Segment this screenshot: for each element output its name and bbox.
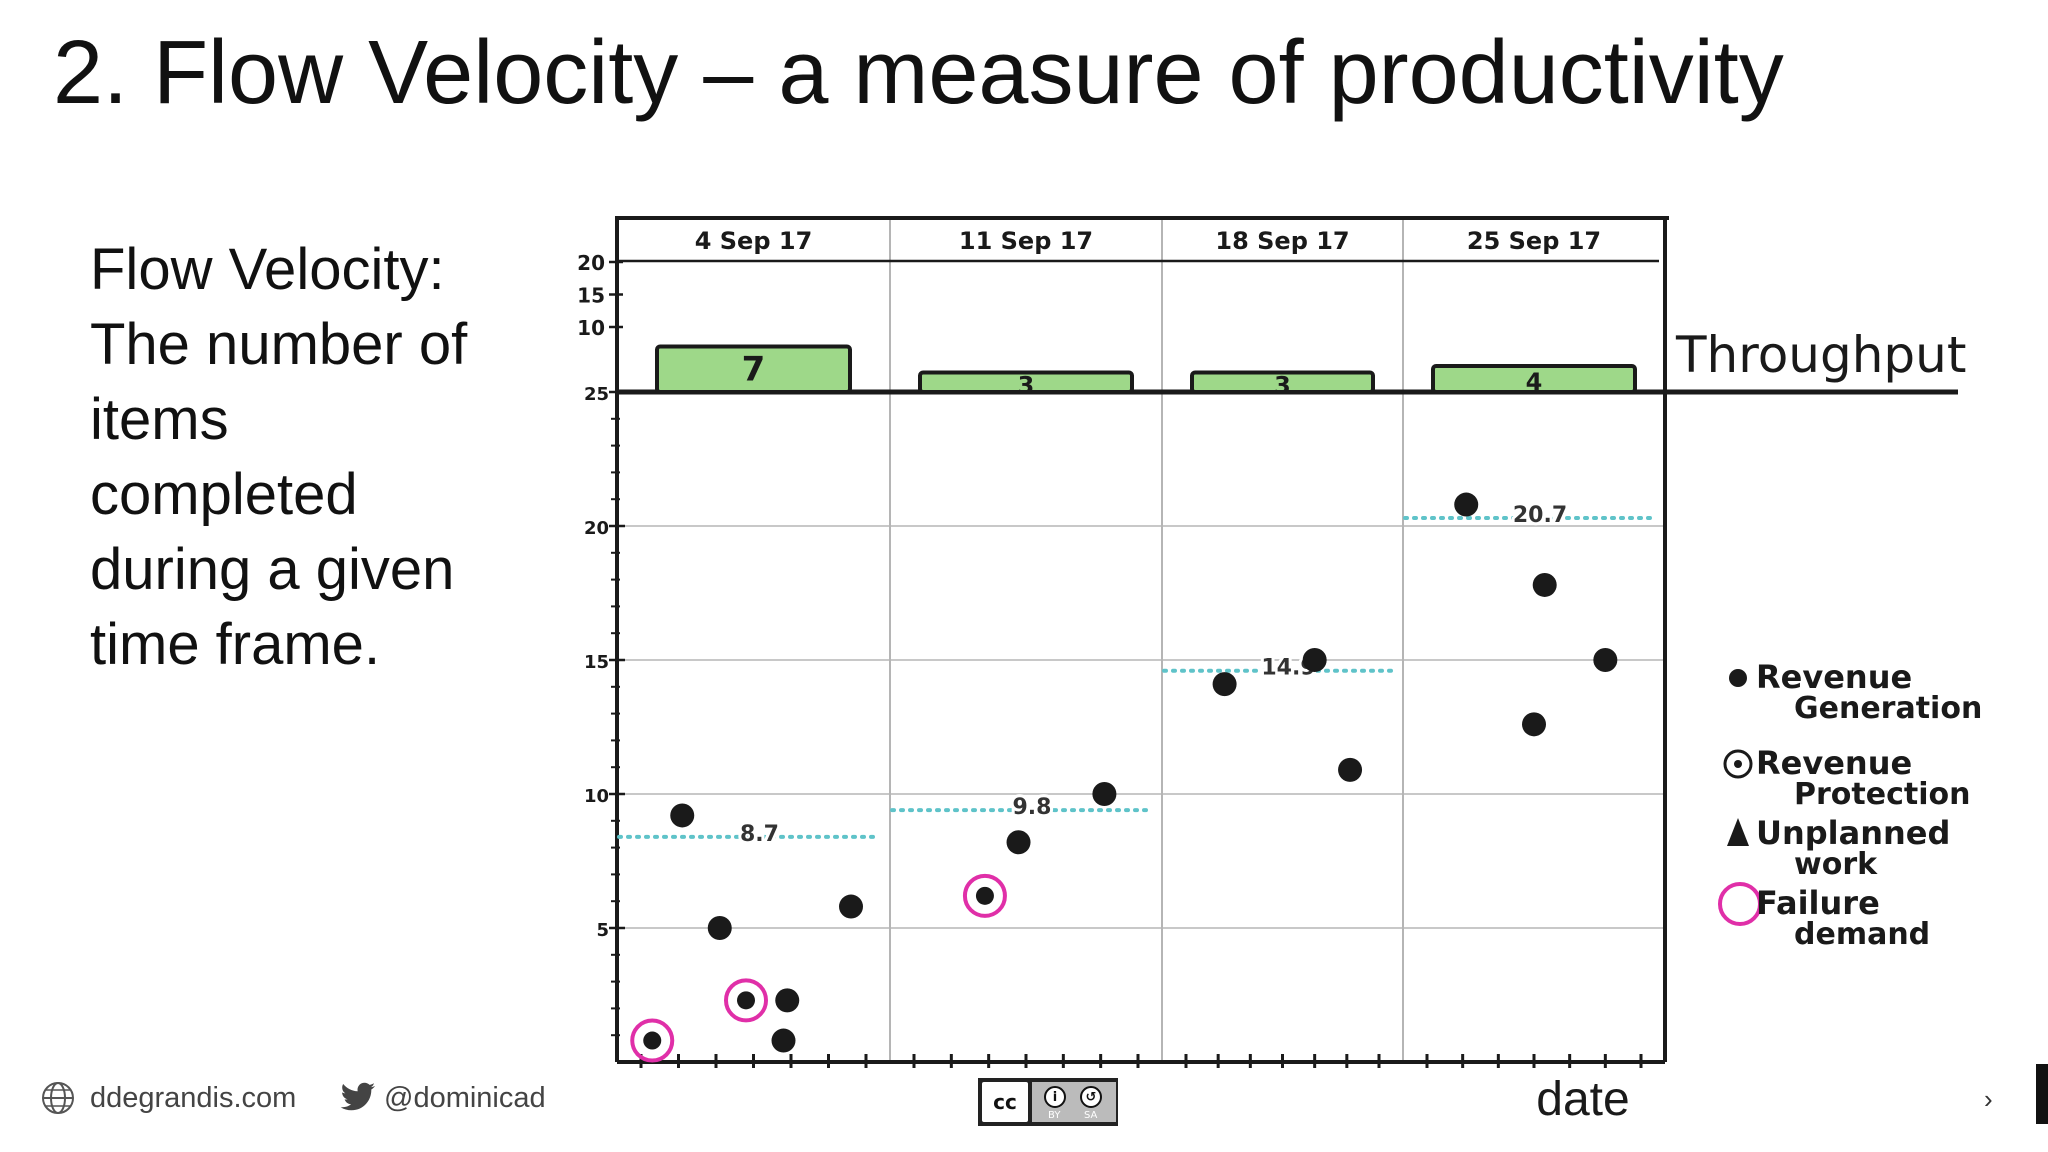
x-axis-label: date — [1536, 1073, 1629, 1126]
throughput-tick-label: 15 — [577, 284, 605, 308]
throughput-label: Throughput — [1675, 326, 1966, 384]
week-label: 4 Sep 17 — [695, 227, 813, 255]
data-point — [1006, 830, 1031, 855]
footer-website[interactable]: ddegrandis.com — [40, 1078, 296, 1118]
week-label: 11 Sep 17 — [959, 227, 1093, 255]
throughput-tick-label: 10 — [577, 316, 605, 340]
data-point — [707, 916, 732, 940]
throughput-bar — [655, 344, 852, 394]
data-point — [775, 988, 800, 1013]
throughput-value-label: 4 — [1526, 368, 1543, 396]
legend-marker-revenue-generation — [1729, 669, 1747, 687]
throughput-value-label: 3 — [1018, 371, 1035, 399]
twitter-handle[interactable]: @dominicad — [384, 1081, 546, 1114]
week-label: 18 Sep 17 — [1215, 227, 1349, 255]
y-tick-label: 15 — [584, 652, 609, 673]
data-point — [1454, 492, 1479, 517]
definition-line: during a given — [90, 537, 455, 602]
definition-text: Flow Velocity: The number of items compl… — [90, 232, 550, 682]
throughput-value-label: 3 — [1274, 371, 1291, 399]
legend-label: Revenue — [1756, 744, 1912, 782]
by-person-icon: i — [1044, 1086, 1066, 1108]
data-point — [1532, 572, 1557, 597]
y-tick-label: 25 — [584, 384, 609, 405]
throughput-value-label: 7 — [742, 349, 766, 389]
legend-label: Revenue — [1756, 658, 1912, 696]
data-point — [670, 803, 695, 828]
legend-label: Generation — [1794, 691, 1982, 726]
legend-marker-revenue-protection — [1723, 749, 1753, 779]
data-point — [1338, 757, 1363, 782]
week-label: 25 Sep 17 — [1467, 227, 1601, 255]
definition-line: Flow Velocity: — [90, 237, 445, 302]
legend-label: Failure — [1756, 884, 1880, 922]
data-point — [737, 991, 755, 1010]
legend-marker-unplanned-work — [1727, 818, 1749, 846]
license-terms: i ↺ BY SA — [1032, 1082, 1116, 1122]
data-point — [1593, 648, 1618, 672]
slide-title: 2. Flow Velocity – a measure of producti… — [53, 23, 1784, 123]
throughput-tick-label: 20 — [577, 251, 605, 275]
data-point — [1522, 712, 1546, 737]
definition-line: The number of — [90, 312, 468, 377]
average-label: 20.7 — [1513, 503, 1567, 528]
definition-line: items — [90, 387, 229, 452]
data-point — [643, 1031, 662, 1050]
share-alike-icon: ↺ — [1080, 1086, 1102, 1108]
throughput-bar — [918, 370, 1134, 394]
y-tick-label: 5 — [596, 920, 609, 941]
legend-label: Protection — [1794, 777, 1970, 812]
footer-twitter[interactable]: @dominicad — [340, 1078, 546, 1118]
globe-icon — [42, 1082, 74, 1114]
failure-demand-ring — [724, 978, 768, 1023]
data-point — [1302, 648, 1327, 672]
failure-demand-ring — [962, 873, 1007, 918]
data-point — [1092, 782, 1117, 806]
legend-label: work — [1794, 847, 1878, 882]
y-tick-label: 10 — [584, 786, 609, 807]
failure-demand-ring — [630, 1018, 675, 1063]
throughput-bar — [1431, 364, 1637, 394]
legend-marker-failure-demand — [1718, 882, 1762, 926]
average-label: 9.8 — [1013, 795, 1052, 820]
legend-label: demand — [1794, 917, 1930, 952]
throughput-bar — [1190, 370, 1375, 394]
edge-bar — [2036, 1064, 2048, 1124]
cc-logo-icon: cc — [982, 1082, 1028, 1122]
definition-line: completed — [90, 462, 358, 527]
legend-label: Unplanned — [1756, 814, 1950, 852]
twitter-bird-icon — [340, 1082, 375, 1111]
slide-number-fragment: › — [1984, 1084, 1993, 1114]
legend-marker-revenue-protection-dot — [1734, 760, 1742, 768]
definition-line: time frame. — [90, 612, 381, 677]
data-point — [839, 894, 863, 919]
cc-sa-label: SA — [1084, 1110, 1098, 1121]
website-label[interactable]: ddegrandis.com — [90, 1081, 297, 1114]
average-label: 8.7 — [740, 822, 779, 847]
data-point — [975, 886, 994, 905]
data-point — [771, 1028, 796, 1053]
cc-by-label: BY — [1048, 1110, 1061, 1121]
data-point — [1212, 672, 1237, 697]
y-tick-label: 20 — [584, 518, 609, 539]
cc-by-sa-license-icon[interactable]: cc i ↺ BY SA — [978, 1078, 1118, 1126]
